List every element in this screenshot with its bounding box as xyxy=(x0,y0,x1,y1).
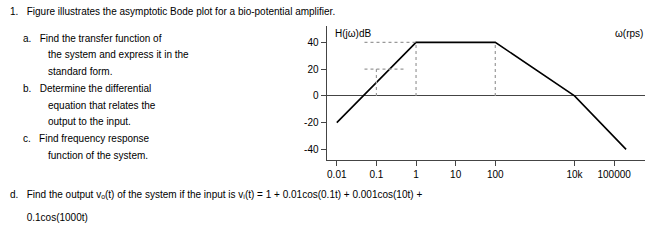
svg-text:output to the input.: output to the input. xyxy=(48,116,131,127)
svg-text:1. Figure illustrates the as: 1. Figure illustrates the asymptotic Bod… xyxy=(10,6,335,17)
svg-text:ω(rps): ω(rps) xyxy=(615,28,643,39)
svg-text:0.1: 0.1 xyxy=(369,169,383,180)
svg-text:0.1cos(1000t): 0.1cos(1000t) xyxy=(10,212,88,223)
svg-text:function of the system.: function of the system. xyxy=(48,150,148,161)
svg-text:H(jω)dB: H(jω)dB xyxy=(335,28,371,39)
svg-text:-20: -20 xyxy=(304,117,319,128)
svg-text:1: 1 xyxy=(413,169,419,180)
svg-text:c. Find frequency response: c. Find frequency response xyxy=(23,133,150,144)
svg-text:40: 40 xyxy=(307,37,319,48)
svg-text:d. Find the output vₒ(t) of: d. Find the output vₒ(t) of the system i… xyxy=(10,189,422,200)
svg-text:10k: 10k xyxy=(566,169,583,180)
svg-text:100: 100 xyxy=(487,169,504,180)
svg-text:100000: 100000 xyxy=(597,169,631,180)
svg-text:-40: -40 xyxy=(304,144,319,155)
svg-text:the system and express it in t: the system and express it in the xyxy=(48,49,189,60)
svg-text:standard form.: standard form. xyxy=(48,66,112,77)
svg-text:b. Determine the differentia: b. Determine the differential xyxy=(23,83,151,94)
svg-text:10: 10 xyxy=(450,169,462,180)
svg-text:0.01: 0.01 xyxy=(327,169,347,180)
svg-text:equation that relates the: equation that relates the xyxy=(48,100,156,111)
svg-text:0: 0 xyxy=(313,90,319,101)
svg-text:a. Find the transfer functio: a. Find the transfer function of xyxy=(23,33,162,44)
svg-text:20: 20 xyxy=(307,64,319,75)
